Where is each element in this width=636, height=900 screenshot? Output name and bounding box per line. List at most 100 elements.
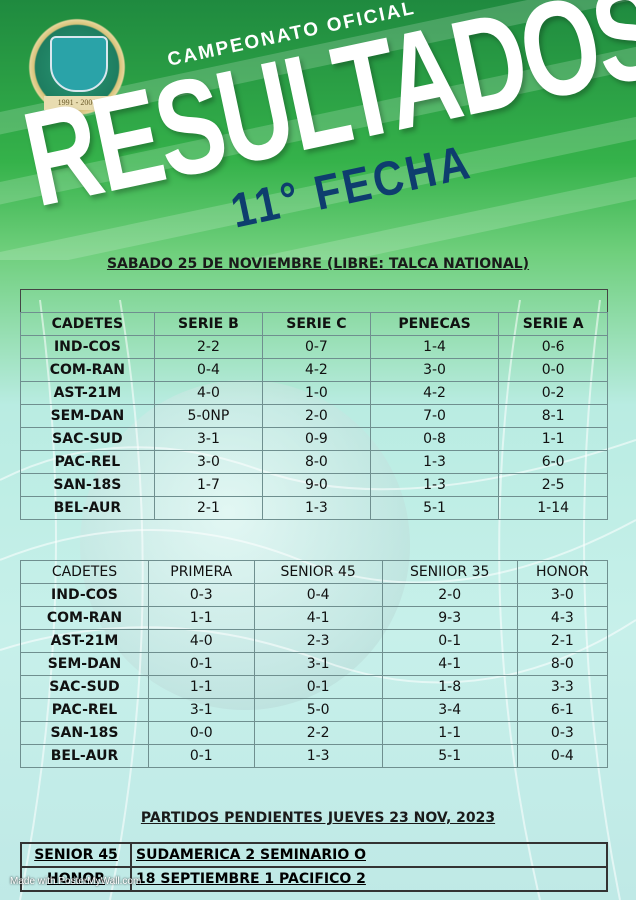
score-cell: 1-3 [369,450,500,474]
pending-table: SENIOR 45 SUDAMERICA 2 SEMINARIO O HONOR… [20,842,608,892]
team-cell: BEL-AUR [20,496,155,520]
score-cell: 4-1 [253,606,383,630]
score-cell: 0-1 [147,652,255,676]
table-row: IND-COS 2-2 0-7 1-4 0-6 [20,335,608,359]
score-cell: 3-0 [369,358,500,382]
score-cell: 0-8 [369,427,500,451]
table1-topbar [20,289,608,313]
table-row: PAC-REL 3-0 8-0 1-3 6-0 [20,450,608,474]
table-row: IND-COS 0-3 0-4 2-0 3-0 [20,583,609,607]
score-cell: 8-0 [262,450,371,474]
logo-years: 1991 - 2006 [44,96,110,110]
score-cell: 4-3 [516,606,609,630]
pending-match: 18 SEPTIEMBRE 1 PACIFICO 2 [130,866,608,892]
club-logo: 1991 - 2006 [28,18,126,116]
team-cell: SAN-18S [20,721,149,745]
score-cell: 0-0 [498,358,608,382]
score-cell: 4-0 [147,629,255,653]
score-cell: 1-0 [262,381,371,405]
score-cell: 0-4 [516,744,609,768]
table-header: SERIE A [498,312,608,336]
team-cell: IND-COS [20,583,149,607]
score-cell: 0-1 [253,675,383,699]
table-row: AST-21M 4-0 2-3 0-1 2-1 [20,629,609,653]
score-cell: 3-1 [253,652,383,676]
team-cell: BEL-AUR [20,744,149,768]
score-cell: 1-3 [253,744,383,768]
table-header: CADETES [20,312,155,336]
team-cell: SEM-DAN [20,652,149,676]
table-header-row: CADETES PRIMERA SENIOR 45 SENIIOR 35 HON… [20,560,609,584]
team-cell: AST-21M [20,381,155,405]
score-cell: 0-3 [516,721,609,745]
table-row: BEL-AUR 2-1 1-3 5-1 1-14 [20,496,608,520]
score-cell: 5-1 [381,744,518,768]
table-header-row: CADETES SERIE B SERIE C PENECAS SERIE A [20,312,608,336]
team-cell: SAN-18S [20,473,155,497]
table-row: SAN-18S 0-0 2-2 1-1 0-3 [20,721,609,745]
score-cell: 9-0 [262,473,371,497]
score-cell: 0-6 [498,335,608,359]
watermark: Made with PosterMyWall.com [10,876,142,887]
score-cell: 1-14 [498,496,608,520]
table-row: COM-RAN 0-4 4-2 3-0 0-0 [20,358,608,382]
score-cell: 7-0 [369,404,500,428]
results-table-2: CADETES PRIMERA SENIOR 45 SENIIOR 35 HON… [20,560,609,768]
score-cell: 4-0 [153,381,264,405]
score-cell: 4-2 [262,358,371,382]
score-cell: 5-0 [253,698,383,722]
score-cell: 0-3 [147,583,255,607]
table-header: SENIOR 45 [253,560,383,584]
score-cell: 1-3 [262,496,371,520]
pending-category: SENIOR 45 [20,842,132,868]
score-cell: 0-4 [153,358,264,382]
score-cell: 6-1 [516,698,609,722]
score-cell: 1-8 [381,675,518,699]
team-cell: SEM-DAN [20,404,155,428]
team-cell: COM-RAN [20,606,149,630]
score-cell: 2-0 [381,583,518,607]
team-cell: PAC-REL [20,450,155,474]
score-cell: 0-4 [253,583,383,607]
score-cell: 0-0 [147,721,255,745]
score-cell: 0-2 [498,381,608,405]
date-subtitle: SABADO 25 DE NOVIEMBRE (LIBRE: TALCA NAT… [106,256,530,272]
score-cell: 3-4 [381,698,518,722]
table-row: COM-RAN 1-1 4-1 9-3 4-3 [20,606,609,630]
score-cell: 1-1 [498,427,608,451]
table-row: BEL-AUR 0-1 1-3 5-1 0-4 [20,744,609,768]
team-cell: PAC-REL [20,698,149,722]
team-cell: COM-RAN [20,358,155,382]
table-header: PENECAS [369,312,500,336]
table-row: HONOR 18 SEPTIEMBRE 1 PACIFICO 2 [20,866,608,892]
score-cell: 5-1 [369,496,500,520]
team-cell: AST-21M [20,629,149,653]
table-header: SENIIOR 35 [381,560,518,584]
table-header: CADETES [20,560,149,584]
score-cell: 5-0NP [153,404,264,428]
table-header: SERIE B [153,312,264,336]
score-cell: 6-0 [498,450,608,474]
score-cell: 1-3 [369,473,500,497]
results-table-1: CADETES SERIE B SERIE C PENECAS SERIE A … [20,312,608,520]
score-cell: 0-7 [262,335,371,359]
score-cell: 1-4 [369,335,500,359]
table-row: PAC-REL 3-1 5-0 3-4 6-1 [20,698,609,722]
score-cell: 2-5 [498,473,608,497]
score-cell: 2-1 [153,496,264,520]
score-cell: 8-0 [516,652,609,676]
score-cell: 3-1 [147,698,255,722]
score-cell: 3-0 [153,450,264,474]
table-row: SENIOR 45 SUDAMERICA 2 SEMINARIO O [20,842,608,868]
score-cell: 0-1 [147,744,255,768]
score-cell: 3-3 [516,675,609,699]
table-row: SEM-DAN 5-0NP 2-0 7-0 8-1 [20,404,608,428]
score-cell: 4-2 [369,381,500,405]
score-cell: 1-1 [147,606,255,630]
table-header: HONOR [516,560,609,584]
score-cell: 2-3 [253,629,383,653]
table-header: PRIMERA [147,560,255,584]
table-row: SAC-SUD 3-1 0-9 0-8 1-1 [20,427,608,451]
table-row: SAC-SUD 1-1 0-1 1-8 3-3 [20,675,609,699]
pending-category: HONOR [20,866,132,892]
